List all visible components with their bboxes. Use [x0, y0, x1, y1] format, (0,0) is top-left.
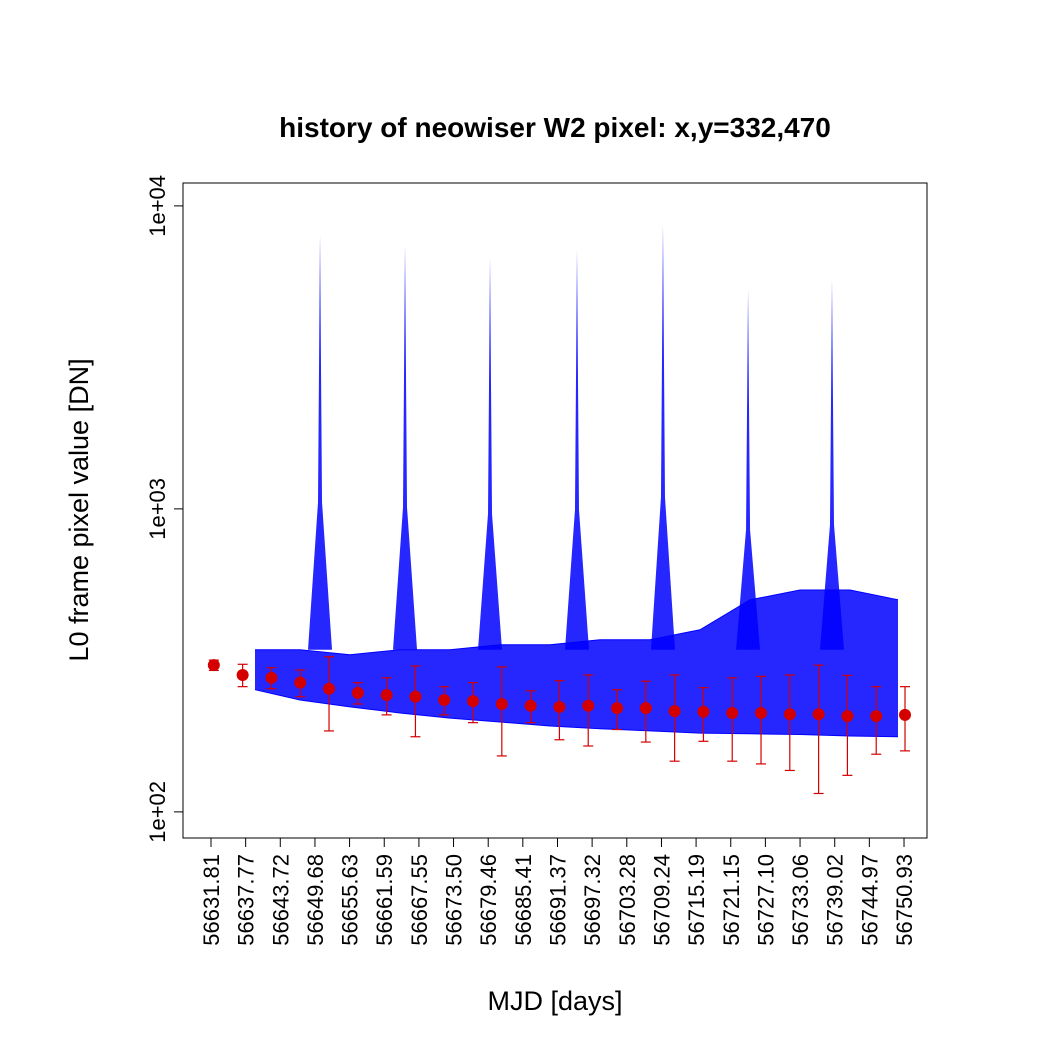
x-tick-label: 56631.81 [199, 854, 224, 946]
median-point [726, 707, 739, 720]
median-point [841, 710, 854, 723]
median-point [812, 708, 825, 721]
median-point [524, 699, 537, 712]
x-tick-label: 56667.55 [407, 854, 432, 946]
y-tick-label: 1e+04 [145, 175, 170, 237]
x-tick-label: 56709.24 [649, 854, 674, 946]
median-point [870, 710, 883, 723]
x-axis-label: MJD [days] [487, 986, 622, 1016]
x-tick-label: 56643.72 [268, 854, 293, 946]
median-point [553, 700, 566, 713]
x-tick-label: 56727.10 [753, 854, 778, 946]
spike [393, 244, 418, 650]
x-tick-label: 56679.46 [476, 854, 501, 946]
spike [308, 234, 333, 650]
x-tick-label: 56655.63 [338, 854, 363, 946]
y-tick-label: 1e+03 [145, 478, 170, 540]
median-point [697, 705, 710, 718]
median-point [639, 702, 652, 715]
x-tick-label: 56673.50 [442, 854, 467, 946]
plot-frame [182, 182, 928, 839]
median-point [783, 708, 796, 721]
spike [564, 249, 589, 650]
spike [736, 289, 761, 650]
median-point [438, 694, 451, 707]
x-tick-label: 56739.02 [823, 854, 848, 946]
x-tick-label: 56661.59 [372, 854, 397, 946]
median-point [207, 659, 220, 672]
y-tick-label: 1e+02 [145, 781, 170, 843]
y-axis-label: L0 frame pixel value [DN] [64, 358, 94, 661]
median-point [236, 668, 249, 681]
x-tick-label: 56750.93 [892, 854, 917, 946]
median-point [265, 671, 278, 684]
median-point [611, 702, 624, 715]
median-point [467, 695, 480, 708]
x-tick-label: 56733.06 [788, 854, 813, 946]
x-tick-label: 56697.32 [580, 854, 605, 946]
x-tick-label: 56715.19 [684, 854, 709, 946]
x-tick-label: 56637.77 [234, 854, 259, 946]
median-point [899, 708, 912, 721]
x-tick-label: 56649.68 [303, 854, 328, 946]
median-point [409, 690, 422, 703]
x-tick-label: 56744.97 [857, 854, 882, 946]
median-point [323, 682, 336, 695]
x-tick-label: 56691.37 [546, 854, 571, 946]
x-tick-label: 56721.15 [719, 854, 744, 946]
median-point [294, 676, 307, 689]
spike [650, 224, 675, 650]
median-point [495, 698, 508, 711]
x-tick-label: 56685.41 [511, 854, 536, 946]
x-tick-label: 56703.28 [615, 854, 640, 946]
median-point [351, 686, 364, 699]
median-point [755, 707, 768, 720]
spike [478, 258, 503, 650]
spike [819, 279, 844, 650]
median-point [380, 689, 393, 702]
median-point [668, 705, 681, 718]
median-point [582, 699, 595, 712]
cloud-lower-edge [254, 689, 899, 738]
chart-title: history of neowiser W2 pixel: x,y=332,47… [279, 112, 831, 143]
